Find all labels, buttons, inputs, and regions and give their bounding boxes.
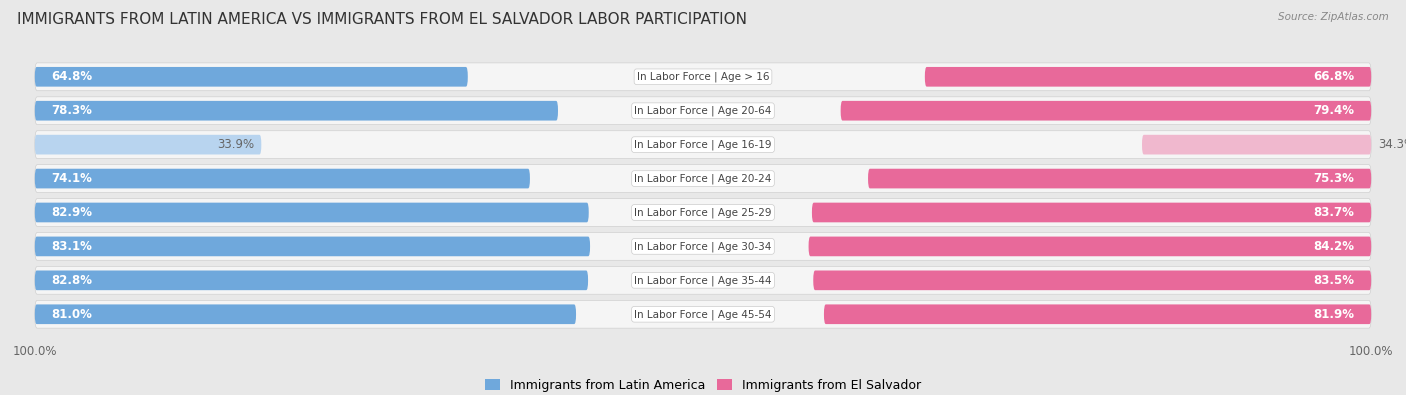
Text: 79.4%: 79.4% bbox=[1313, 104, 1354, 117]
Text: 75.3%: 75.3% bbox=[1313, 172, 1354, 185]
Text: In Labor Force | Age 16-19: In Labor Force | Age 16-19 bbox=[634, 139, 772, 150]
Text: 81.9%: 81.9% bbox=[1313, 308, 1354, 321]
Text: In Labor Force | Age 20-24: In Labor Force | Age 20-24 bbox=[634, 173, 772, 184]
Text: 34.3%: 34.3% bbox=[1378, 138, 1406, 151]
FancyBboxPatch shape bbox=[811, 203, 1371, 222]
Text: 64.8%: 64.8% bbox=[52, 70, 93, 83]
Text: Source: ZipAtlas.com: Source: ZipAtlas.com bbox=[1278, 12, 1389, 22]
FancyBboxPatch shape bbox=[35, 97, 1371, 125]
FancyBboxPatch shape bbox=[35, 271, 588, 290]
Text: 83.7%: 83.7% bbox=[1313, 206, 1354, 219]
Text: In Labor Force | Age 30-34: In Labor Force | Age 30-34 bbox=[634, 241, 772, 252]
Text: 74.1%: 74.1% bbox=[52, 172, 93, 185]
FancyBboxPatch shape bbox=[35, 67, 468, 87]
FancyBboxPatch shape bbox=[35, 165, 1371, 192]
FancyBboxPatch shape bbox=[841, 101, 1371, 120]
FancyBboxPatch shape bbox=[925, 67, 1371, 87]
FancyBboxPatch shape bbox=[35, 203, 589, 222]
FancyBboxPatch shape bbox=[35, 266, 1371, 294]
FancyBboxPatch shape bbox=[35, 101, 558, 120]
FancyBboxPatch shape bbox=[813, 271, 1371, 290]
Text: 81.0%: 81.0% bbox=[52, 308, 93, 321]
FancyBboxPatch shape bbox=[35, 300, 1371, 328]
FancyBboxPatch shape bbox=[35, 305, 576, 324]
Text: 82.8%: 82.8% bbox=[52, 274, 93, 287]
Text: 82.9%: 82.9% bbox=[52, 206, 93, 219]
Text: 33.9%: 33.9% bbox=[218, 138, 254, 151]
FancyBboxPatch shape bbox=[868, 169, 1371, 188]
FancyBboxPatch shape bbox=[35, 199, 1371, 226]
Text: In Labor Force | Age 20-64: In Labor Force | Age 20-64 bbox=[634, 105, 772, 116]
Text: 78.3%: 78.3% bbox=[52, 104, 93, 117]
FancyBboxPatch shape bbox=[35, 131, 1371, 158]
FancyBboxPatch shape bbox=[1142, 135, 1371, 154]
Text: In Labor Force | Age 35-44: In Labor Force | Age 35-44 bbox=[634, 275, 772, 286]
Text: 83.5%: 83.5% bbox=[1313, 274, 1354, 287]
Text: In Labor Force | Age 45-54: In Labor Force | Age 45-54 bbox=[634, 309, 772, 320]
Legend: Immigrants from Latin America, Immigrants from El Salvador: Immigrants from Latin America, Immigrant… bbox=[479, 374, 927, 395]
Text: In Labor Force | Age 25-29: In Labor Force | Age 25-29 bbox=[634, 207, 772, 218]
Text: IMMIGRANTS FROM LATIN AMERICA VS IMMIGRANTS FROM EL SALVADOR LABOR PARTICIPATION: IMMIGRANTS FROM LATIN AMERICA VS IMMIGRA… bbox=[17, 12, 747, 27]
Text: 84.2%: 84.2% bbox=[1313, 240, 1354, 253]
FancyBboxPatch shape bbox=[808, 237, 1371, 256]
FancyBboxPatch shape bbox=[35, 233, 1371, 260]
FancyBboxPatch shape bbox=[35, 237, 591, 256]
FancyBboxPatch shape bbox=[35, 63, 1371, 91]
FancyBboxPatch shape bbox=[824, 305, 1371, 324]
FancyBboxPatch shape bbox=[35, 135, 262, 154]
FancyBboxPatch shape bbox=[35, 169, 530, 188]
Text: 66.8%: 66.8% bbox=[1313, 70, 1354, 83]
Text: 83.1%: 83.1% bbox=[52, 240, 93, 253]
Text: In Labor Force | Age > 16: In Labor Force | Age > 16 bbox=[637, 71, 769, 82]
